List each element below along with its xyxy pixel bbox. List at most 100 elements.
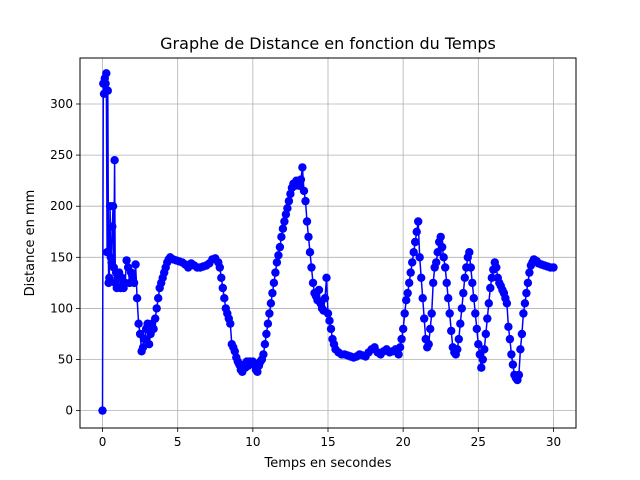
data-point [445,309,454,318]
data-point [307,263,316,272]
data-point [406,268,415,277]
data-point [478,355,487,364]
data-point [457,304,466,313]
data-point [477,363,486,372]
y-tick-label: 100 [50,301,73,315]
data-point [215,263,224,272]
data-point [266,299,276,308]
data-point [436,232,445,242]
data-point [411,237,420,247]
data-point [275,242,285,252]
data-point [474,340,483,349]
data-point [262,329,271,339]
data-point [459,288,468,298]
data-point [465,248,474,257]
data-point [420,314,429,323]
grid [80,58,576,428]
data-point [466,263,475,272]
data-point [517,329,527,339]
data-point [129,278,139,288]
data-point [447,326,456,336]
y-tick-label: 200 [50,199,73,213]
data-point [108,222,117,231]
data-point [514,370,524,380]
data-point [296,175,306,184]
data-point [523,278,533,288]
data-point [418,294,427,303]
data-point [402,296,411,305]
data-point [103,86,113,95]
data-point [277,232,286,242]
data-point [505,334,515,344]
data-point [299,186,309,196]
data-point [132,294,142,303]
data-point [151,314,160,323]
data-point [220,294,229,303]
data-point [549,263,558,272]
data-point [486,283,495,293]
data-point [102,69,111,78]
data-point [283,204,292,213]
data-point [149,324,158,334]
data-point [108,202,118,211]
data-point [320,294,330,303]
data-point [471,309,480,318]
x-tick-label: 25 [471,435,486,449]
x-axis-label: Temps en secondes [263,456,391,471]
data-point [483,314,492,323]
x-tick-label: 5 [174,435,182,449]
data-point [105,273,114,282]
data-point [101,79,110,88]
x-tick-label: 10 [245,435,260,449]
data-point [438,242,447,252]
data-point [469,294,478,303]
data-point [487,273,496,282]
data-point [519,309,528,318]
data-point [259,350,268,359]
data-point [226,319,235,328]
data-point [154,294,163,303]
data-point [397,334,406,344]
data-point [305,248,315,257]
x-tick-label: 0 [99,435,107,449]
data-point [414,217,423,226]
data-point [472,324,481,334]
data-point [508,360,518,369]
data-point [144,340,154,349]
data-point [480,345,489,354]
data-point [122,256,131,265]
data-point [460,273,469,282]
data-point [131,260,140,269]
data-point [405,278,414,288]
data-point [427,309,436,318]
data-point [444,294,453,303]
x-tick-label: 30 [546,435,561,449]
data-series [98,69,558,415]
data-point [400,309,409,318]
data-point [325,316,334,325]
data-point [432,258,441,267]
x-axis-ticks: 0 5 10 15 20 25 30 [99,428,561,449]
data-point [274,251,283,260]
data-point [417,273,426,282]
data-point [301,196,310,206]
data-point [271,268,280,277]
data-point [439,253,448,262]
data-point [284,196,294,206]
data-point [298,163,307,172]
data-point [403,288,412,298]
data-point [110,156,119,165]
data-point [326,324,336,334]
y-tick-label: 250 [50,148,73,162]
data-point [453,345,462,354]
data-point [408,258,417,267]
data-point [426,324,435,334]
data-point [502,299,512,308]
data-point [260,340,270,349]
data-point [409,248,418,257]
y-axis-label: Distance en mm [23,190,38,297]
data-point [454,334,463,344]
data-point [456,319,465,328]
x-tick-label: 20 [396,435,411,449]
